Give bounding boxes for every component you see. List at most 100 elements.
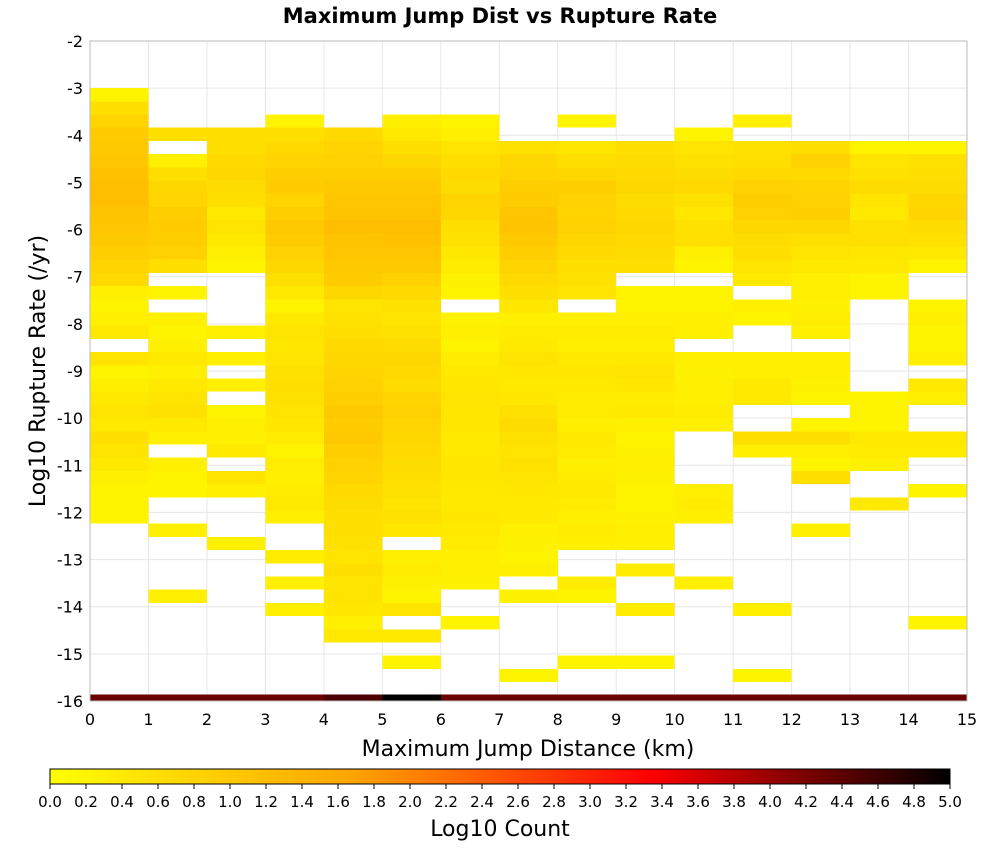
heatmap-cell — [557, 233, 617, 247]
heatmap-cell — [90, 418, 149, 432]
heatmap-cell — [440, 444, 500, 458]
heatmap-cell — [148, 694, 207, 701]
heatmap-cell — [616, 325, 675, 339]
heatmap-cell — [908, 167, 967, 181]
heatmap-cell — [323, 180, 383, 194]
heatmap-cell — [499, 694, 558, 701]
colorbar-tick-label: 3.8 — [722, 793, 746, 811]
heatmap-cell — [206, 259, 266, 273]
heatmap-cell — [265, 246, 324, 260]
heatmap-cell — [616, 338, 675, 353]
heatmap-cell — [382, 589, 441, 603]
heatmap-cell — [148, 325, 207, 339]
heatmap-cell — [265, 694, 324, 701]
heatmap-cell — [791, 220, 851, 234]
colorbar-tick-label: 0.2 — [74, 793, 98, 811]
colorbar-tick-label: 0.8 — [182, 793, 206, 811]
heatmap-cell — [382, 352, 441, 366]
heatmap-cell — [850, 694, 909, 701]
heatmap-cell — [908, 246, 967, 260]
heatmap-cell — [557, 536, 617, 551]
colorbar-tick-label: 1.8 — [362, 793, 386, 811]
heatmap-cell — [791, 391, 851, 405]
heatmap-cell — [616, 655, 675, 669]
colorbar-tick-label: 4.2 — [794, 793, 818, 811]
heatmap-cell — [557, 220, 617, 234]
heatmap-cell — [791, 365, 851, 379]
heatmap-cell — [323, 694, 383, 701]
heatmap-cell — [206, 127, 266, 141]
heatmap-cell — [557, 154, 617, 168]
heatmap-cell — [265, 259, 324, 273]
heatmap-cell — [265, 233, 324, 247]
heatmap-cell — [908, 220, 967, 234]
heatmap-cell — [323, 523, 383, 537]
heatmap-cell — [440, 378, 500, 392]
heatmap-cell — [265, 470, 324, 485]
heatmap-cell — [616, 193, 675, 207]
heatmap-cell — [323, 233, 383, 247]
heatmap-cell — [791, 352, 851, 366]
heatmap-cell — [674, 312, 734, 326]
heatmap-cell — [908, 299, 967, 313]
heatmap-cell — [674, 140, 734, 155]
heatmap-cell — [382, 246, 441, 260]
y-tick-label: -12 — [57, 503, 83, 522]
plot-area-border — [89, 40, 968, 702]
heatmap-cell — [148, 457, 207, 471]
heatmap-cell — [90, 114, 149, 128]
colorbar-tick-label: 2.8 — [542, 793, 566, 811]
heatmap-cell — [323, 470, 383, 485]
heatmap-cell — [499, 497, 558, 511]
heatmap-cell — [440, 616, 500, 630]
heatmap-cell — [440, 127, 500, 141]
heatmap-cell — [557, 457, 617, 471]
heatmap-cell — [850, 206, 909, 221]
heatmap-cell — [791, 167, 851, 181]
heatmap-cell — [791, 418, 851, 432]
heatmap-cell — [440, 114, 500, 128]
heatmap-cell — [382, 233, 441, 247]
heatmap-cell — [850, 167, 909, 181]
heatmap-cell — [265, 378, 324, 392]
heatmap-cell — [499, 378, 558, 392]
heatmap-cell — [616, 497, 675, 511]
heatmap-cell — [791, 694, 851, 701]
heatmap-cell — [382, 338, 441, 353]
heatmap-cell — [323, 127, 383, 141]
heatmap-cell — [382, 312, 441, 326]
heatmap-cell — [323, 576, 383, 590]
y-tick-label: -3 — [67, 79, 83, 98]
heatmap-cell — [323, 457, 383, 471]
heatmap-cell — [265, 510, 324, 524]
heatmap-cell — [616, 299, 675, 313]
heatmap-cell — [265, 338, 324, 353]
colorbar — [49, 768, 951, 785]
heatmap-cell — [616, 378, 675, 392]
heatmap-cell — [557, 444, 617, 458]
heatmap-cell — [382, 694, 441, 701]
heatmap-cell — [791, 259, 851, 273]
heatmap-cell — [557, 193, 617, 207]
heatmap-cell — [323, 563, 383, 577]
x-tick-label: 12 — [781, 710, 801, 729]
heatmap-cell — [323, 550, 383, 564]
heatmap-cell — [674, 154, 734, 168]
heatmap-cell — [206, 233, 266, 247]
heatmap-cell — [499, 312, 558, 326]
y-tick-label: -6 — [67, 221, 83, 240]
heatmap-cell — [499, 299, 558, 313]
heatmap-cell — [148, 193, 207, 207]
heatmap-cell — [616, 220, 675, 234]
heatmap-cell — [148, 127, 207, 141]
heatmap-cell — [148, 180, 207, 194]
colorbar-tick-label: 4.0 — [758, 793, 782, 811]
heatmap-cell — [148, 154, 207, 168]
heatmap-cell — [206, 352, 266, 366]
heatmap-cell — [440, 220, 500, 234]
heatmap-cell — [382, 286, 441, 300]
heatmap-cell — [674, 391, 734, 405]
heatmap-cell — [90, 299, 149, 313]
heatmap-cell — [206, 206, 266, 221]
y-tick-label: -8 — [67, 315, 83, 334]
